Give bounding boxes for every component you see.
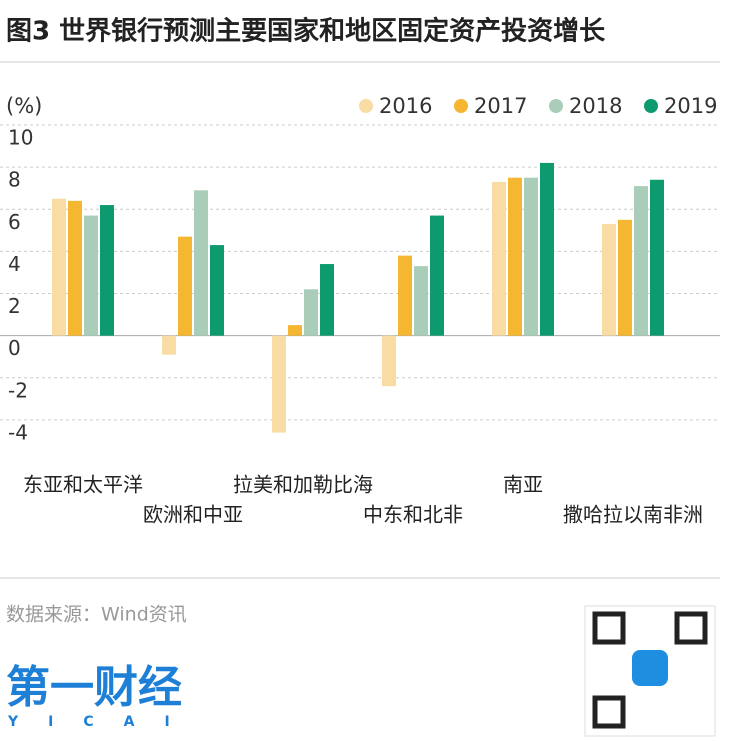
x-tick-label: 中东和北非 [363,503,463,527]
bar [52,198,66,336]
bar [84,215,98,336]
y-tick-label: 8 [8,168,21,192]
bar [650,179,664,336]
logo: 第一财经 [6,662,182,713]
bar [194,190,208,336]
y-axis-label: (%) [6,94,42,118]
bar [540,162,554,336]
bar [68,200,82,336]
y-tick-label: 4 [8,252,21,276]
bar [162,335,176,355]
bar [524,177,538,336]
bar [178,236,192,336]
logo-sub: YICAI [7,714,200,730]
bar [210,245,224,336]
legend-swatch [644,99,658,113]
x-tick-label: 撒哈拉以南非洲 [563,503,703,527]
bar [430,215,444,336]
bar [492,181,506,336]
bar [618,219,632,336]
x-tick-label: 东亚和太平洋 [23,473,143,497]
bar [634,186,648,336]
y-tick-label: 10 [8,126,33,150]
legend-swatch [359,99,373,113]
legend-label: 2019 [664,94,717,118]
y-tick-label: 0 [8,336,21,360]
x-tick-label: 南亚 [503,473,543,497]
bar [602,224,616,336]
qr-code [584,605,716,737]
bar [398,255,412,336]
legend-label: 2017 [474,94,527,118]
bar [508,177,522,336]
legend-label: 2016 [379,94,432,118]
bar [320,264,334,336]
y-tick-label: -4 [8,420,28,444]
bar [288,325,302,336]
bar [304,289,318,336]
bar [382,335,396,387]
y-tick-label: -2 [8,378,28,402]
bar [100,205,114,336]
bar [414,266,428,336]
x-tick-label: 欧洲和中亚 [143,503,243,527]
x-tick-label: 拉美和加勒比海 [233,473,373,497]
y-tick-label: 2 [8,294,21,318]
legend-swatch [454,99,468,113]
y-tick-label: 6 [8,210,21,234]
chart-title: 图3 世界银行预测主要国家和地区固定资产投资增长 [6,16,606,47]
legend-swatch [549,99,563,113]
legend-label: 2018 [569,94,622,118]
source: 数据来源：Wind资讯 [6,604,187,626]
bar [272,335,286,433]
